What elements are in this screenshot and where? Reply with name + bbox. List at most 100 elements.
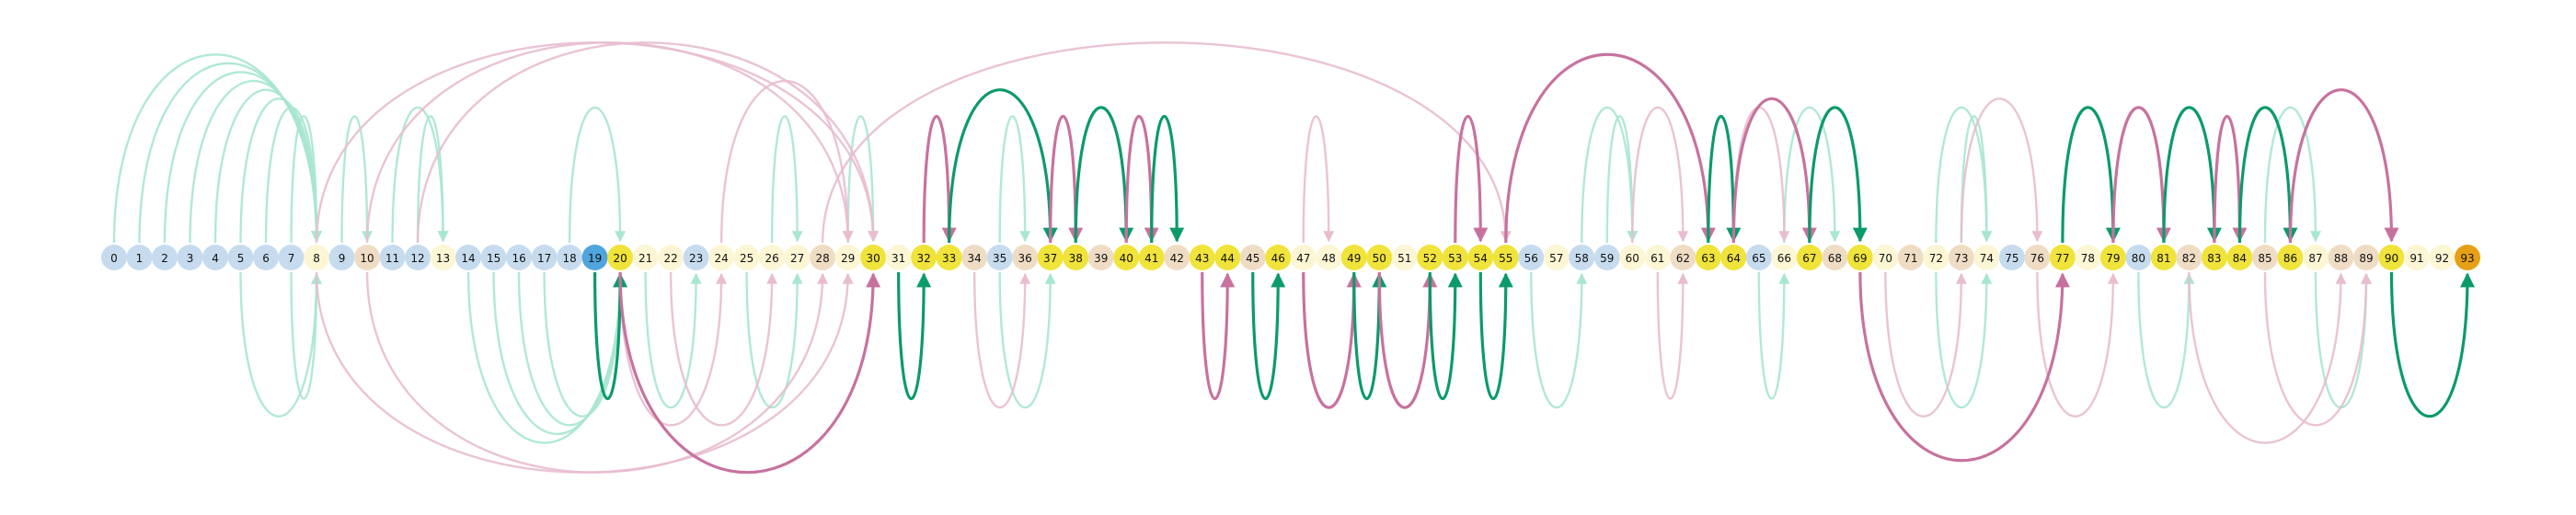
node-83: 83 [2201, 245, 2227, 270]
node-55: 55 [1492, 245, 1519, 270]
arc-38-40 [1074, 106, 1134, 244]
node-circle [1239, 245, 1266, 270]
node-circle [1923, 245, 1949, 270]
arc-85-89 [2263, 271, 2372, 427]
node-label: 12 [410, 252, 424, 265]
node-circle [1467, 245, 1494, 270]
node-label: 44 [1221, 252, 1235, 265]
node-4: 4 [202, 245, 229, 270]
arc-19-20 [593, 271, 628, 401]
node-22: 22 [658, 245, 684, 270]
node-label: 91 [2409, 252, 2423, 265]
node-label: 85 [2258, 252, 2271, 265]
node-circle [581, 245, 608, 270]
node-circle [1164, 245, 1190, 270]
node-circle [1087, 245, 1114, 270]
node-12: 12 [405, 245, 431, 270]
arc-5-8 [239, 97, 323, 244]
node-28: 28 [810, 245, 836, 270]
node-label: 92 [2435, 252, 2449, 265]
node-2: 2 [152, 245, 178, 270]
node-16: 16 [506, 245, 533, 270]
node-3: 3 [177, 245, 203, 270]
node-circle [1822, 245, 1848, 270]
node-circle [2277, 245, 2304, 270]
node-label: 51 [1397, 252, 1411, 265]
node-39: 39 [1087, 245, 1114, 270]
node-label: 33 [942, 252, 956, 265]
node-circle [936, 245, 962, 270]
node-label: 1 [136, 252, 144, 265]
node-74: 74 [1973, 245, 2000, 270]
node-37: 37 [1037, 245, 1064, 270]
node-circle [557, 245, 583, 270]
node-40: 40 [1113, 245, 1140, 270]
node-label: 20 [613, 252, 627, 265]
node-19: 19 [581, 245, 608, 270]
node-70: 70 [1872, 245, 1899, 270]
node-68: 68 [1822, 245, 1848, 270]
arc-55-63 [1504, 52, 1716, 244]
node-circle [632, 245, 659, 270]
arc-17-20 [543, 271, 627, 418]
node-label: 35 [993, 252, 1006, 265]
node-0: 0 [101, 245, 127, 270]
node-label: 2 [161, 252, 168, 265]
node-label: 5 [237, 252, 245, 265]
node-circle [1796, 245, 1823, 270]
node-label: 87 [2308, 252, 2322, 265]
node-label: 28 [816, 252, 830, 265]
node-label: 38 [1069, 252, 1083, 265]
node-label: 39 [1094, 252, 1108, 265]
node-circle [2176, 245, 2202, 270]
node-circle [1113, 245, 1140, 270]
node-label: 53 [1448, 252, 1462, 265]
node-circle [1265, 245, 1292, 270]
node-label: 46 [1271, 252, 1285, 265]
node-label: 30 [867, 252, 880, 265]
node-label: 54 [1474, 252, 1488, 265]
arc-85-87 [2263, 106, 2321, 244]
node-label: 75 [2005, 252, 2018, 265]
node-label: 76 [2030, 252, 2044, 265]
node-label: 3 [187, 252, 194, 265]
arc-73-76 [1960, 97, 2043, 244]
node-10: 10 [354, 245, 381, 270]
arc-54-55 [1478, 271, 1513, 401]
arc-21-23 [644, 271, 702, 409]
arc-77-79 [2061, 106, 2121, 244]
arc-5-8 [239, 271, 323, 418]
node-88: 88 [2328, 245, 2354, 270]
node-label: 17 [537, 252, 551, 265]
node-circle [2403, 245, 2430, 270]
node-circle [2075, 245, 2101, 270]
node-circle [834, 245, 861, 270]
node-label: 62 [1676, 252, 1690, 265]
node-circle [961, 245, 988, 270]
node-61: 61 [1644, 245, 1671, 270]
node-circle [1973, 245, 2000, 270]
node-89: 89 [2352, 245, 2379, 270]
node-45: 45 [1239, 245, 1266, 270]
node-circle [1366, 245, 1393, 270]
node-label: 69 [1853, 252, 1867, 265]
node-circle [683, 245, 709, 270]
arc-31-32 [897, 271, 932, 401]
node-circle [1290, 245, 1317, 270]
node-38: 38 [1063, 245, 1089, 270]
node-41: 41 [1138, 245, 1165, 270]
node-circle [708, 245, 735, 270]
arc-35-37 [998, 271, 1056, 409]
node-circle [607, 245, 634, 270]
node-label: 27 [790, 252, 804, 265]
node-label: 82 [2182, 252, 2196, 265]
node-circle [455, 245, 482, 270]
node-21: 21 [632, 245, 659, 270]
node-66: 66 [1771, 245, 1798, 270]
node-circle [2429, 245, 2455, 270]
node-86: 86 [2277, 245, 2304, 270]
node-label: 81 [2156, 252, 2170, 265]
arc-29-30 [846, 115, 880, 244]
node-6: 6 [253, 245, 280, 270]
